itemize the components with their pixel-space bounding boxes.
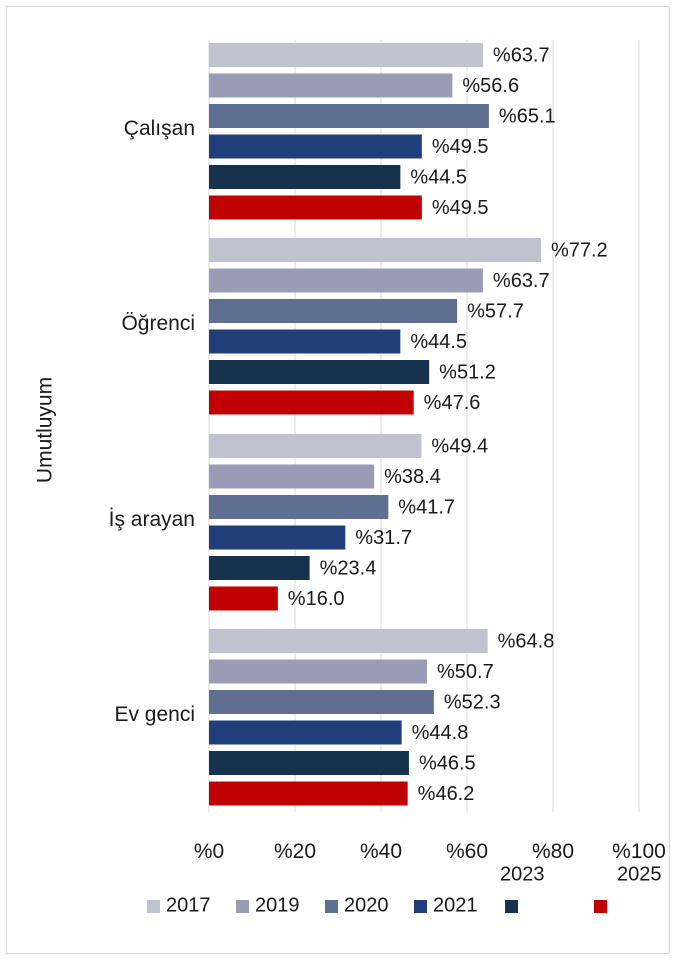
data-label: %47.6 (424, 392, 481, 414)
data-label: %77.2 (551, 239, 608, 261)
bar (209, 329, 401, 354)
legend-label: 2023 (500, 863, 545, 885)
data-label: %38.4 (384, 466, 441, 488)
category-label: Ev genci (114, 703, 195, 726)
bar (209, 43, 483, 67)
data-label: %44.5 (410, 331, 467, 353)
x-tick-label: %60 (446, 840, 488, 863)
y-axis-title: Umutluyum (34, 377, 57, 483)
legend-label: 2021 (433, 894, 478, 916)
legend-label: 2019 (255, 894, 300, 916)
bar (209, 525, 346, 550)
bar (209, 104, 489, 128)
bar (209, 165, 401, 189)
legend-swatch (594, 900, 607, 913)
bar (209, 495, 389, 519)
bar (209, 781, 408, 806)
data-label: %23.4 (320, 557, 377, 579)
legend-swatch (147, 900, 160, 913)
data-label: %46.2 (418, 783, 475, 805)
x-tick-label: %40 (360, 840, 402, 863)
data-label: %63.7 (493, 270, 550, 292)
data-label: %16.0 (288, 588, 345, 610)
legend-swatch (236, 900, 249, 913)
chart-frame (6, 6, 670, 954)
bar (209, 195, 422, 220)
data-label: %44.5 (410, 166, 467, 188)
legend-label: 2017 (166, 894, 211, 916)
bar (209, 134, 422, 159)
bar (209, 360, 430, 384)
bar (209, 556, 310, 580)
legend-swatch (505, 900, 518, 913)
category-label: İş arayan (109, 508, 195, 531)
legend-swatch (325, 900, 338, 913)
legend-label: 2020 (344, 894, 389, 916)
data-label: %57.7 (467, 300, 524, 322)
bar (209, 690, 434, 714)
data-label: %56.6 (462, 75, 519, 97)
category-label: Çalışan (124, 117, 195, 140)
bar (209, 464, 375, 489)
x-tick-label: %20 (274, 840, 316, 863)
data-label: %64.8 (498, 630, 555, 652)
bar (209, 751, 409, 775)
data-label: %31.7 (355, 527, 412, 549)
bar (209, 390, 414, 415)
data-label: %63.7 (493, 44, 550, 66)
data-label: %65.1 (499, 105, 556, 127)
data-label: %52.3 (444, 691, 501, 713)
x-tick-label: %100 (612, 840, 666, 863)
data-label: %46.5 (419, 752, 476, 774)
bar (209, 629, 488, 653)
bar (209, 73, 453, 98)
data-label: %44.8 (412, 722, 469, 744)
data-label: %41.7 (398, 496, 455, 518)
category-label: Öğrenci (121, 312, 195, 335)
x-tick-label: %80 (532, 840, 574, 863)
bar (209, 720, 402, 745)
legend-label: 2025 (617, 863, 662, 885)
bar (209, 659, 428, 684)
bar (209, 268, 483, 293)
x-tick-label: %0 (194, 840, 224, 863)
data-label: %51.2 (439, 361, 496, 383)
data-label: %49.5 (432, 197, 489, 219)
data-label: %49.5 (432, 136, 489, 158)
bar (209, 434, 422, 458)
data-label: %50.7 (437, 661, 494, 683)
legend-swatch (414, 900, 427, 913)
data-label: %49.4 (431, 435, 488, 457)
bar (209, 238, 541, 262)
bar (209, 586, 278, 611)
bar (209, 299, 458, 323)
